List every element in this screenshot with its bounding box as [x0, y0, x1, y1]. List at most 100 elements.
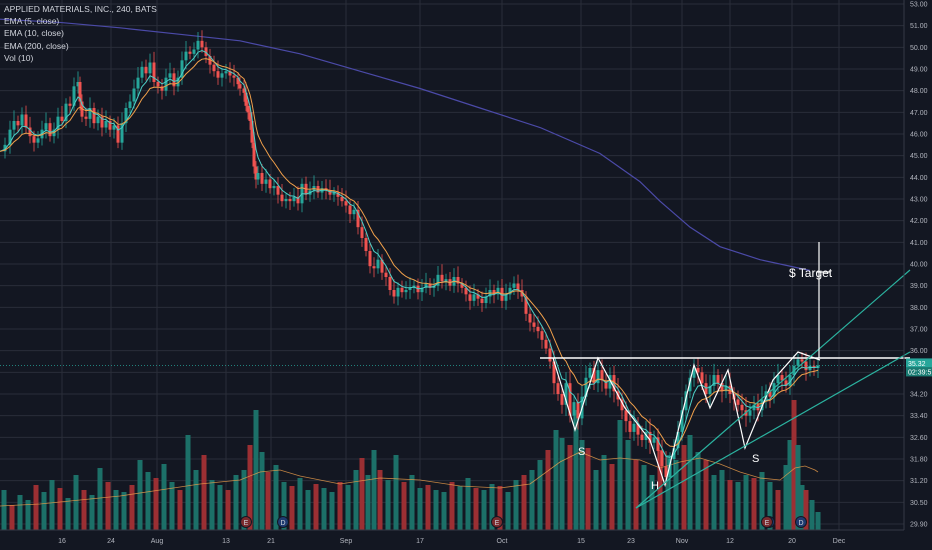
x-tick-label: 20 [788, 538, 796, 545]
volume-bar [241, 470, 247, 530]
volume-bar [767, 482, 773, 530]
last-price-tag[interactable] [906, 358, 932, 368]
volume-bar [1, 490, 7, 530]
volume-bar [695, 452, 701, 530]
candle-body [344, 201, 348, 206]
candle-body [456, 277, 460, 284]
volume-bar [545, 450, 551, 530]
volume-bar [513, 480, 519, 530]
volume-bar [473, 488, 479, 530]
candlesticks [3, 30, 820, 488]
candle-body [484, 296, 488, 303]
candle-body [248, 112, 252, 121]
dividend-marker[interactable] [277, 516, 289, 528]
y-tick-label: 50.00 [910, 45, 928, 52]
candle-body [84, 116, 88, 119]
pattern-label: S [578, 446, 585, 458]
volume-bar [365, 475, 371, 530]
candle-body [224, 71, 228, 74]
candle-body [620, 399, 624, 411]
volume-bar [649, 475, 655, 530]
countdown-tag[interactable] [906, 367, 932, 377]
y-tick-label: 32.60 [910, 435, 928, 442]
candle-body [36, 138, 40, 143]
volume-bar [105, 482, 111, 530]
legend-title[interactable]: APPLIED MATERIALS, INC., 240, BATS [4, 4, 157, 14]
volume-bar [537, 460, 543, 530]
volume-bar [505, 492, 511, 530]
earnings-marker[interactable] [491, 516, 503, 528]
candle-body [68, 103, 72, 106]
candle-body [260, 173, 264, 184]
candle-body [684, 391, 688, 411]
legend-ema5[interactable]: EMA (5, close) [4, 16, 60, 27]
y-tick-label: 40.00 [910, 262, 928, 269]
legend-ema10[interactable]: EMA (10, close) [4, 28, 64, 39]
legend-ema200[interactable]: EMA (200, close) [4, 40, 69, 51]
volume-bar [567, 445, 573, 530]
volume-bar [259, 452, 265, 530]
candle-body [124, 108, 128, 124]
candle-body [656, 437, 660, 451]
candle-body [238, 84, 242, 89]
candle-body [148, 62, 152, 74]
volume-bar [247, 445, 253, 530]
candle-body [752, 404, 756, 411]
volume-bar [137, 460, 143, 530]
candle-body [192, 49, 196, 54]
volume-bar [559, 438, 565, 530]
x-tick-label: Oct [497, 538, 508, 545]
candle-body [712, 375, 716, 386]
volume-bar [681, 445, 687, 530]
earnings-marker[interactable] [240, 516, 252, 528]
candle-body [512, 283, 516, 288]
trendline [635, 269, 911, 509]
price-axis[interactable]: 53.00 51.00 50.00 49.00 48.00 47.00 46.00 45.00… [903, 0, 932, 530]
candle-body [208, 56, 212, 65]
candle-body [692, 368, 696, 378]
earnings-marker[interactable] [761, 516, 773, 528]
candle-body [480, 298, 484, 303]
volume-bar [353, 470, 359, 530]
volume-bar [121, 492, 127, 530]
volume-bar [489, 484, 495, 530]
candle-body [104, 121, 108, 128]
candle-body [576, 402, 580, 419]
volume-bar [217, 485, 223, 530]
y-tick-label: 36.00 [910, 348, 928, 355]
candle-body [428, 283, 432, 288]
candle-body [250, 121, 254, 143]
event-markers[interactable]: EDEDED [240, 516, 807, 528]
candle-body [400, 287, 404, 293]
y-tick-label: 29.90 [910, 522, 928, 529]
candle-body [92, 108, 96, 124]
candle-body [748, 410, 752, 416]
candle-body [312, 186, 316, 191]
event-marker-label: D [798, 520, 803, 527]
volume-bar [193, 470, 199, 530]
candle-body [220, 73, 224, 78]
volume-bar [25, 500, 31, 530]
candle-body [172, 73, 176, 87]
time-axis[interactable]: 16 24 Aug 13 21 Sep 17 Oct 15 23 Nov 12 20 Dec [0, 529, 904, 545]
volume-bar [617, 420, 623, 530]
y-tick-label: 39.00 [910, 283, 928, 290]
candle-body [340, 196, 344, 202]
volume-ma-path [0, 451, 819, 507]
candle-body [804, 361, 808, 371]
candle-body [440, 274, 444, 282]
volume-bar [129, 485, 135, 530]
candle-body [632, 423, 636, 432]
candle-body [524, 296, 528, 314]
volume-bar [177, 490, 183, 530]
dividend-marker[interactable] [795, 516, 807, 528]
candle-body [560, 394, 564, 405]
legend-vol[interactable]: Vol (10) [4, 52, 34, 63]
x-tick-label: Nov [676, 538, 689, 545]
candle-body [728, 385, 732, 394]
y-tick-label: 33.40 [910, 413, 928, 420]
candle-body [564, 383, 568, 405]
volume-bar [225, 490, 231, 530]
event-marker-label: D [280, 520, 285, 527]
